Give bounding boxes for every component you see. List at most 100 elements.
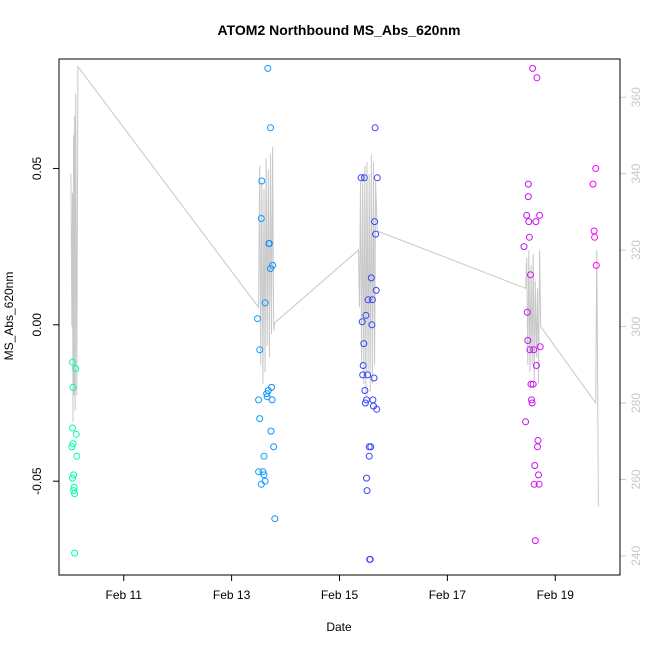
data-point	[367, 443, 375, 451]
y2-tick-label: 260	[629, 469, 643, 489]
data-point	[260, 452, 268, 460]
data-point	[361, 387, 369, 394]
data-point	[257, 480, 265, 488]
data-point	[258, 177, 266, 185]
data-point	[365, 452, 373, 460]
data-point	[69, 424, 76, 432]
data-point	[531, 462, 539, 469]
y-axis: -0.05 0.00 0.05	[30, 156, 59, 495]
data-point	[535, 471, 542, 479]
data-point	[69, 358, 76, 366]
x-tick-label: Feb 15	[321, 588, 359, 602]
data-point	[534, 443, 541, 451]
data-point	[536, 211, 544, 219]
data-point	[358, 318, 366, 326]
data-point	[373, 405, 381, 413]
data-point	[267, 427, 275, 435]
data-point	[528, 396, 535, 404]
data-point	[370, 374, 378, 382]
data-point	[72, 430, 80, 438]
data-point	[530, 346, 538, 354]
data-point	[534, 437, 542, 444]
data-point	[367, 274, 375, 282]
data-point	[270, 443, 278, 451]
secondary-series-line	[70, 65, 599, 507]
data-point	[257, 215, 265, 222]
data-point	[371, 218, 379, 226]
y2-tick-label: 240	[629, 546, 643, 566]
data-point	[590, 227, 598, 235]
data-point	[268, 383, 275, 391]
x-tick-label: Feb 13	[213, 588, 251, 602]
data-point	[592, 165, 600, 172]
series-line	[70, 65, 599, 507]
data-point	[70, 471, 78, 479]
data-point	[522, 418, 530, 426]
data-point	[254, 315, 261, 323]
data-point	[592, 261, 600, 269]
data-point	[525, 218, 533, 226]
data-point	[526, 346, 534, 354]
data-point	[69, 383, 77, 391]
chart-title: ATOM2 Northbound MS_Abs_620nm	[218, 22, 461, 38]
data-point	[527, 271, 534, 279]
x-axis: Feb 11 Feb 13 Feb 15 Feb 17 Feb 19	[105, 575, 574, 602]
data-point	[362, 311, 370, 319]
data-point	[530, 480, 538, 488]
data-point	[359, 371, 367, 379]
data-point	[524, 180, 532, 188]
data-point	[529, 64, 537, 72]
plot-frame	[58, 58, 621, 576]
data-point	[527, 380, 535, 388]
data-point	[364, 296, 372, 304]
data-point	[261, 299, 269, 307]
data-point	[256, 415, 264, 423]
data-point	[523, 211, 531, 219]
data-point	[264, 64, 272, 72]
data-point	[369, 396, 377, 404]
data-point	[69, 440, 77, 448]
data-point	[520, 243, 528, 251]
data-point	[529, 380, 537, 388]
data-point	[368, 296, 376, 304]
data-point	[69, 474, 76, 482]
x-tick-label: Feb 11	[105, 588, 142, 602]
data-point	[71, 549, 79, 557]
data-point	[371, 124, 379, 132]
y-tick-label: -0.05	[30, 467, 44, 495]
data-point	[361, 399, 369, 407]
data-point	[372, 286, 380, 294]
x-tick-label: Feb 17	[429, 588, 467, 602]
data-point	[357, 174, 365, 182]
data-point	[269, 261, 277, 269]
data-point	[591, 233, 599, 241]
y2-tick-label: 300	[629, 316, 643, 336]
data-point	[261, 477, 269, 485]
x-axis-label: Date	[326, 620, 352, 634]
data-point	[256, 346, 264, 354]
data-point	[532, 362, 540, 369]
x-tick-label: Feb 19	[537, 588, 575, 602]
data-point	[364, 371, 371, 379]
data-point	[536, 343, 544, 351]
y-tick-label: 0.05	[30, 156, 44, 180]
y2-tick-label: 280	[629, 393, 643, 413]
secondary-y-axis: 240 260 280 300 320 340 360	[620, 87, 643, 566]
data-point	[373, 174, 381, 182]
data-point	[532, 218, 540, 226]
data-point	[72, 365, 80, 373]
data-point	[531, 537, 539, 545]
data-point	[360, 174, 368, 182]
data-point	[267, 124, 274, 132]
y-tick-label: 0.00	[30, 313, 44, 337]
data-point	[524, 193, 532, 201]
data-point	[268, 396, 276, 404]
data-point	[535, 480, 543, 488]
data-point	[524, 337, 532, 344]
data-point	[363, 474, 370, 482]
data-point	[71, 490, 79, 498]
data-point	[368, 321, 376, 329]
data-point	[589, 180, 597, 188]
data-point	[68, 443, 76, 451]
